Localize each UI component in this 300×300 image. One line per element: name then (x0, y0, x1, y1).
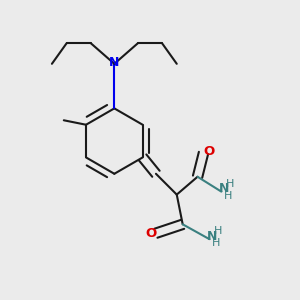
Text: H: H (212, 238, 220, 248)
Text: O: O (145, 227, 156, 240)
Text: N: N (109, 56, 119, 69)
Text: H: H (214, 226, 222, 236)
Text: N: N (218, 182, 229, 195)
Text: H: H (224, 191, 232, 201)
Text: N: N (207, 230, 217, 243)
Text: O: O (203, 145, 214, 158)
Text: H: H (226, 179, 234, 189)
